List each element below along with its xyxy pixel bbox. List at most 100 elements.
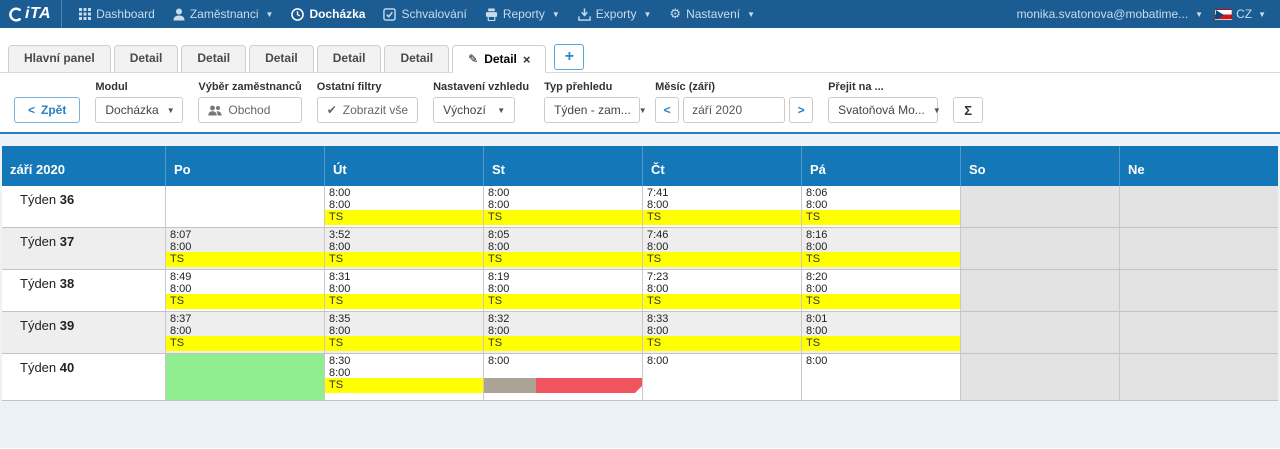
next-month-button[interactable]: > (789, 97, 813, 123)
show-all-filter-button[interactable]: ✔ Zobrazit vše (317, 97, 418, 123)
clock-logo-icon (8, 7, 23, 22)
tab-detail-4[interactable]: Detail (317, 45, 382, 72)
attendance-table: září 2020 Po Út St Čt Pá So Ne Týden 368… (2, 146, 1278, 401)
shift-tag-badge: TS (166, 252, 324, 267)
mesic-label: Měsíc (září) (655, 81, 813, 93)
employee-select-button[interactable]: Obchod (198, 97, 301, 123)
nav-item-exporty[interactable]: Exporty ▼ (569, 0, 661, 28)
tab-detail-3[interactable]: Detail (249, 45, 314, 72)
czech-flag-icon (1215, 9, 1232, 20)
app-logo[interactable]: iTA (8, 5, 61, 23)
day-cell[interactable]: 8:018:00TS (801, 312, 960, 353)
prev-month-button[interactable]: < (655, 97, 679, 123)
day-cell[interactable] (1119, 354, 1278, 400)
content-area: září 2020 Po Út St Čt Pá So Ne Týden 368… (0, 134, 1280, 448)
day-header-po: Po (165, 146, 324, 186)
nav-item-schvalovani[interactable]: Schvalování (374, 0, 475, 28)
day-cell[interactable]: 7:238:00TS (642, 270, 801, 311)
nav-label: Exporty (596, 7, 637, 21)
shift-tag-badge: TS (325, 378, 483, 393)
chevron-down-icon: ▼ (497, 106, 505, 115)
back-label: Zpět (41, 103, 66, 117)
day-cell[interactable]: 8:498:00TS (165, 270, 324, 311)
day-cell[interactable]: 8:00 (642, 354, 801, 400)
day-cell[interactable] (960, 270, 1119, 311)
chevron-down-icon: ▼ (552, 10, 560, 19)
day-cell[interactable]: 8:308:00TS (324, 354, 483, 400)
day-cell[interactable] (1119, 270, 1278, 311)
back-button[interactable]: < Zpět (14, 97, 80, 123)
attendance-grid-body: Týden 368:008:00TS8:008:00TS7:418:00TS8:… (2, 186, 1278, 401)
worked-time: 8:31 (329, 271, 483, 283)
modul-select[interactable]: Docházka ▼ (95, 97, 183, 123)
day-cell[interactable]: 8:008:00TS (483, 186, 642, 227)
status-bar-segment-red (536, 378, 642, 393)
worked-time: 7:41 (647, 187, 801, 199)
day-cell[interactable] (960, 228, 1119, 269)
day-cell[interactable]: 8:00 (801, 354, 960, 400)
show-all-filter-value: Zobrazit vše (343, 103, 408, 117)
employee-select-value: Obchod (228, 103, 270, 117)
nav-item-dochazka[interactable]: Docházka (282, 0, 374, 28)
attendance-table-header: září 2020 Po Út St Čt Pá So Ne (2, 146, 1278, 186)
day-cell[interactable] (165, 354, 324, 400)
week-row: Týden 388:498:00TS8:318:00TS8:198:00TS7:… (2, 270, 1278, 312)
day-cell[interactable] (1119, 186, 1278, 227)
day-cell[interactable]: 8:058:00TS (483, 228, 642, 269)
tab-detail-active[interactable]: ✎ Detail × (452, 45, 546, 73)
worked-time: 8:01 (806, 313, 960, 325)
nav-item-zamestnanci[interactable]: Zaměstnanci ▼ (164, 0, 283, 28)
sum-button[interactable]: Σ (953, 97, 983, 123)
worked-time: 8:00 (647, 355, 801, 367)
tab-hlavni-panel[interactable]: Hlavní panel (8, 45, 111, 72)
day-cell[interactable]: 8:198:00TS (483, 270, 642, 311)
day-cell[interactable] (1119, 228, 1278, 269)
day-cell[interactable]: 8:338:00TS (642, 312, 801, 353)
goto-employee-select[interactable]: Svatoňová Mo... ▼ (828, 97, 938, 123)
day-cell[interactable]: 8:318:00TS (324, 270, 483, 311)
day-header-ne: Ne (1119, 146, 1278, 186)
gear-icon: ⚙ (669, 6, 681, 22)
day-cell[interactable] (1119, 312, 1278, 353)
shift-tag-badge: TS (325, 210, 483, 225)
day-cell[interactable]: 8:00 (483, 354, 642, 400)
day-cell[interactable]: 8:358:00TS (324, 312, 483, 353)
worked-time: 8:49 (170, 271, 324, 283)
clock-icon (291, 8, 304, 21)
month-input[interactable] (683, 97, 785, 123)
day-cell[interactable]: 8:328:00TS (483, 312, 642, 353)
nav-item-dashboard[interactable]: Dashboard (70, 0, 164, 28)
worked-time: 8:00 (488, 187, 642, 199)
day-cell[interactable]: 8:008:00TS (324, 186, 483, 227)
day-cell[interactable] (960, 186, 1119, 227)
chevron-down-icon: ▼ (643, 10, 651, 19)
day-cell[interactable]: 8:078:00TS (165, 228, 324, 269)
add-tab-button[interactable]: + (554, 44, 584, 70)
day-cell[interactable]: 3:528:00TS (324, 228, 483, 269)
vzhled-label: Nastavení vzhledu (433, 81, 529, 93)
day-cell[interactable] (960, 312, 1119, 353)
overview-type-select[interactable]: Týden - zam... ▼ (544, 97, 640, 123)
day-cell[interactable]: 7:468:00TS (642, 228, 801, 269)
day-cell[interactable]: 8:068:00TS (801, 186, 960, 227)
tab-detail-2[interactable]: Detail (181, 45, 246, 72)
day-header-pa: Pá (801, 146, 960, 186)
day-cell[interactable] (960, 354, 1119, 400)
user-menu[interactable]: monika.svatonova@mobatime... ▼ (1009, 7, 1212, 21)
day-cell[interactable] (165, 186, 324, 227)
nav-item-nastaveni[interactable]: ⚙ Nastavení ▼ (660, 0, 764, 28)
worked-time: 8:16 (806, 229, 960, 241)
language-menu[interactable]: CZ ▼ (1211, 7, 1270, 21)
tab-detail-5[interactable]: Detail (384, 45, 449, 72)
day-cell[interactable]: 8:208:00TS (801, 270, 960, 311)
worked-time: 7:23 (647, 271, 801, 283)
day-cell[interactable]: 7:418:00TS (642, 186, 801, 227)
nav-item-reporty[interactable]: Reporty ▼ (476, 0, 569, 28)
day-cell[interactable]: 8:168:00TS (801, 228, 960, 269)
day-cell[interactable]: 8:378:00TS (165, 312, 324, 353)
close-icon[interactable]: × (523, 47, 531, 72)
appearance-select[interactable]: Výchozí ▼ (433, 97, 515, 123)
nav-label: Nastavení (686, 7, 740, 21)
chevron-down-icon: ▼ (747, 10, 755, 19)
tab-detail-1[interactable]: Detail (114, 45, 179, 72)
